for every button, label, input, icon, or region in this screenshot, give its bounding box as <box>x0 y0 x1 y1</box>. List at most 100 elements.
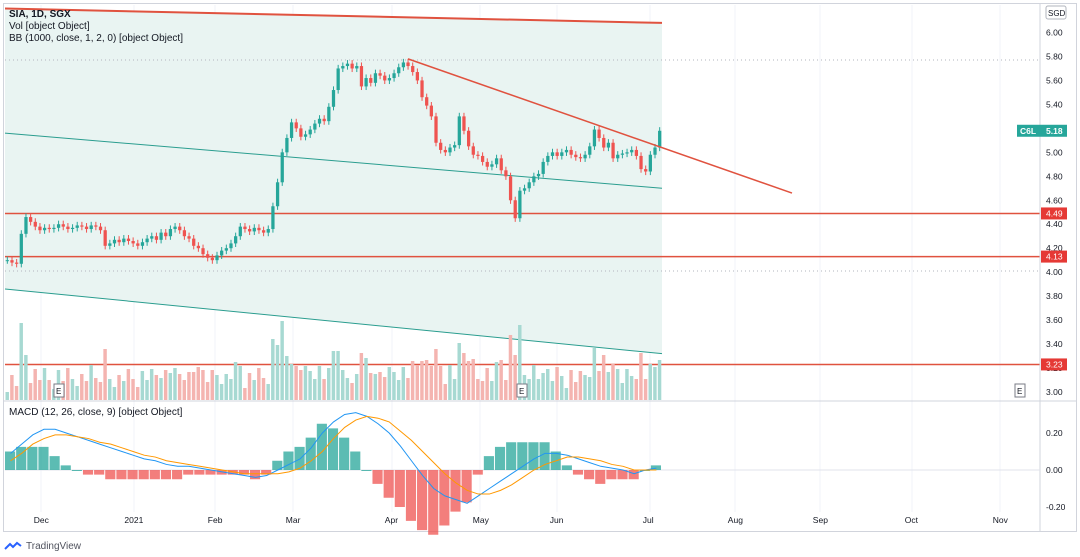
volume-bar <box>75 386 79 400</box>
macd-histogram-bar <box>71 470 82 471</box>
candle-body <box>648 154 652 172</box>
candle-body <box>345 63 350 67</box>
macd-histogram-bar <box>405 470 417 521</box>
volume-bar <box>597 371 601 400</box>
macd-histogram-bar <box>160 470 172 480</box>
volume-bar <box>108 379 112 400</box>
bollinger-upper-line <box>4 7 663 24</box>
volume-bar <box>252 380 256 400</box>
volume-bar <box>70 379 75 400</box>
candle-body <box>238 226 242 237</box>
volume-bar <box>532 365 536 400</box>
candle-body <box>369 78 373 83</box>
time-axis-label: Jul <box>643 515 654 525</box>
volume-bar <box>257 368 261 400</box>
volume-bar <box>191 372 196 400</box>
volume-bar <box>187 372 191 400</box>
time-axis-label: Dec <box>34 515 50 525</box>
volume-bar <box>98 382 103 400</box>
candle-body <box>178 226 182 231</box>
volume-bar <box>84 381 89 400</box>
resistance-trendline[interactable] <box>407 58 793 194</box>
candle-body <box>476 154 480 156</box>
candle-body <box>583 154 587 159</box>
candle-body <box>434 116 438 143</box>
candle-body <box>611 142 615 159</box>
macd-histogram-bar <box>584 470 595 480</box>
macd-histogram-bar <box>617 470 628 480</box>
volume-bar <box>336 351 340 400</box>
macd-histogram-bar <box>194 470 205 475</box>
candle-body <box>355 66 359 69</box>
macd-histogram-bar <box>417 470 428 531</box>
candle-body <box>117 239 121 243</box>
volume-bar <box>354 374 359 400</box>
candle-body <box>94 225 98 227</box>
candle-body <box>490 164 494 167</box>
candle-body <box>247 229 252 232</box>
volume-bar <box>410 361 415 400</box>
candle-body <box>131 241 135 244</box>
macd-histogram-bar <box>327 428 339 470</box>
volume-bar <box>299 370 303 400</box>
volume-bar <box>201 370 205 400</box>
tradingview-icon <box>4 541 22 550</box>
macd-histogram-bar <box>572 470 584 475</box>
volume-bar <box>625 369 629 400</box>
candle-body <box>103 230 107 246</box>
candle-body <box>499 158 503 171</box>
candle-body <box>550 152 555 156</box>
candle-body <box>485 161 489 167</box>
candle-body <box>457 116 461 146</box>
candle-body <box>38 226 42 231</box>
earnings-marker[interactable] <box>516 383 528 398</box>
candle-body <box>429 105 433 117</box>
volume-bar <box>261 378 266 400</box>
chart-frame <box>3 3 1077 532</box>
volume-bar <box>462 353 466 400</box>
volume-bar <box>559 376 564 400</box>
macd-histogram-bar <box>283 451 294 470</box>
volume-bar <box>80 374 84 400</box>
volume-bar <box>653 367 657 400</box>
candle-body <box>560 152 564 156</box>
candle-body <box>215 255 219 261</box>
level-price-tag <box>1041 358 1067 371</box>
volume-bar <box>271 339 275 400</box>
price-axis-tick: 3.40 <box>1046 339 1063 349</box>
candle-body <box>154 236 159 240</box>
time-axis-label: Apr <box>385 515 398 525</box>
earnings-marker[interactable] <box>1014 383 1026 398</box>
volume-bar <box>364 358 368 400</box>
currency-badge[interactable] <box>1045 5 1067 20</box>
macd-histogram-bar <box>5 451 16 470</box>
candle-body <box>597 129 601 138</box>
volume-bar <box>648 364 652 400</box>
volume-bar <box>499 360 503 400</box>
macd-histogram-bar <box>339 437 350 470</box>
candle-body <box>252 227 256 232</box>
price-axis-tick: 4.00 <box>1046 267 1063 277</box>
tradingview-logo[interactable]: TradingView <box>4 539 81 553</box>
earnings-marker[interactable] <box>53 383 65 398</box>
candle-body <box>229 243 233 249</box>
price-axis-tick: 4.20 <box>1046 243 1063 253</box>
candle-body <box>206 254 210 258</box>
volume-bar <box>38 380 42 400</box>
candle-body <box>513 200 517 219</box>
candle-body <box>331 90 336 107</box>
macd-signal-line <box>10 415 657 495</box>
macd-histogram-bar <box>49 456 60 470</box>
volume-bar <box>513 355 517 400</box>
candle-body <box>453 145 457 148</box>
macd-histogram-bar <box>38 446 49 470</box>
candle-body <box>625 152 629 154</box>
bollinger-middle-line <box>4 132 663 189</box>
macd-histogram-bar <box>216 470 227 475</box>
macd-histogram-bar <box>561 465 572 470</box>
candle-body <box>327 106 331 122</box>
price-axis-tick: 5.00 <box>1046 147 1063 157</box>
volume-bar <box>415 365 420 400</box>
volume-bar <box>429 366 433 400</box>
